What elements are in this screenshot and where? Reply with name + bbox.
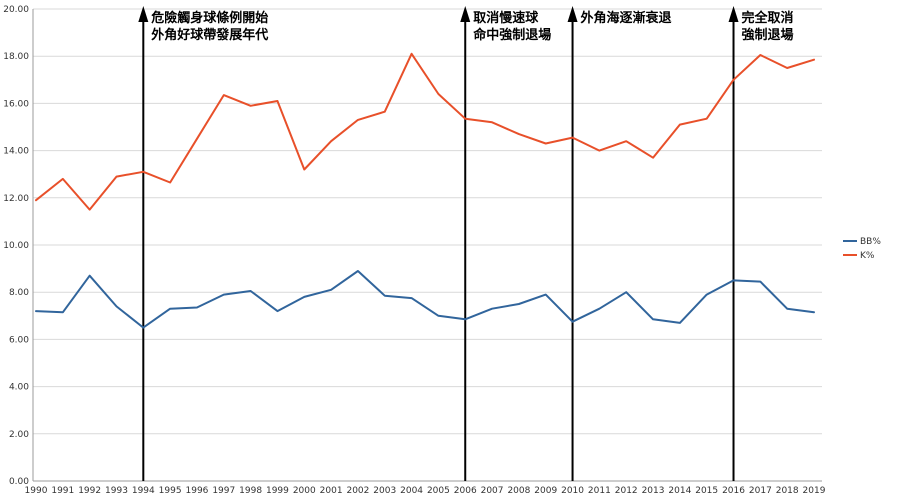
x-tick-label: 2014 xyxy=(668,486,691,496)
annotation-text: 完全取消 xyxy=(742,10,794,26)
annotation-text: 外角好球帶發展年代 xyxy=(150,27,268,43)
x-tick-label: 2009 xyxy=(534,486,557,496)
y-tick-label: 0.00 xyxy=(9,477,29,487)
legend-label-BB: BB% xyxy=(860,237,881,247)
x-tick-label: 1994 xyxy=(132,486,155,496)
x-tick-label: 2000 xyxy=(293,486,316,496)
x-tick-label: 2010 xyxy=(561,486,584,496)
y-tick-label: 4.00 xyxy=(9,383,29,393)
annotation-arrow-icon xyxy=(728,6,739,22)
annotation-arrow-icon xyxy=(567,6,578,22)
x-tick-label: 1998 xyxy=(239,486,262,496)
x-tick-label: 2011 xyxy=(588,486,611,496)
annotation-text: 強制退場 xyxy=(742,27,794,43)
y-tick-label: 14.00 xyxy=(3,147,29,157)
y-tick-label: 20.00 xyxy=(3,5,29,15)
series-line-K xyxy=(35,52,815,211)
x-tick-label: 1999 xyxy=(266,486,289,496)
y-tick-label: 12.00 xyxy=(3,194,29,204)
series-line-BB xyxy=(35,270,815,329)
annotation-arrow-icon xyxy=(138,6,149,22)
annotation-text: 取消慢速球 xyxy=(473,10,539,26)
annotation-text: 危險觸身球條例開始 xyxy=(151,10,268,26)
x-tick-label: 1995 xyxy=(159,486,182,496)
x-tick-label: 2019 xyxy=(803,486,826,496)
x-tick-label: 1992 xyxy=(78,486,101,496)
x-tick-label: 2016 xyxy=(722,486,745,496)
x-tick-label: 1990 xyxy=(25,486,48,496)
x-tick-label: 1991 xyxy=(51,486,74,496)
x-tick-label: 1993 xyxy=(105,486,128,496)
legend-label-K: K% xyxy=(860,251,875,261)
y-tick-label: 10.00 xyxy=(3,241,29,251)
x-tick-label: 2018 xyxy=(776,486,799,496)
x-tick-label: 2006 xyxy=(454,486,477,496)
annotation-text: 命中強制退場 xyxy=(472,27,551,43)
x-tick-label: 1996 xyxy=(186,486,209,496)
x-tick-label: 2005 xyxy=(427,486,450,496)
x-tick-label: 2003 xyxy=(373,486,396,496)
x-tick-label: 2012 xyxy=(615,486,638,496)
y-tick-label: 2.00 xyxy=(9,430,29,440)
x-tick-label: 2017 xyxy=(749,486,772,496)
annotation-text: 外角海逐漸衰退 xyxy=(580,10,672,26)
x-tick-label: 2002 xyxy=(346,486,369,496)
y-tick-label: 8.00 xyxy=(9,288,29,298)
x-tick-label: 2004 xyxy=(400,486,423,496)
y-tick-label: 18.00 xyxy=(3,52,29,62)
x-tick-label: 1997 xyxy=(212,486,235,496)
x-tick-label: 2015 xyxy=(695,486,718,496)
x-tick-label: 2008 xyxy=(507,486,530,496)
annotation-arrow-icon xyxy=(460,6,471,22)
x-tick-label: 2007 xyxy=(481,486,504,496)
x-tick-label: 2013 xyxy=(642,486,665,496)
y-tick-label: 6.00 xyxy=(9,335,29,345)
y-tick-label: 16.00 xyxy=(3,99,29,109)
x-tick-label: 2001 xyxy=(320,486,343,496)
